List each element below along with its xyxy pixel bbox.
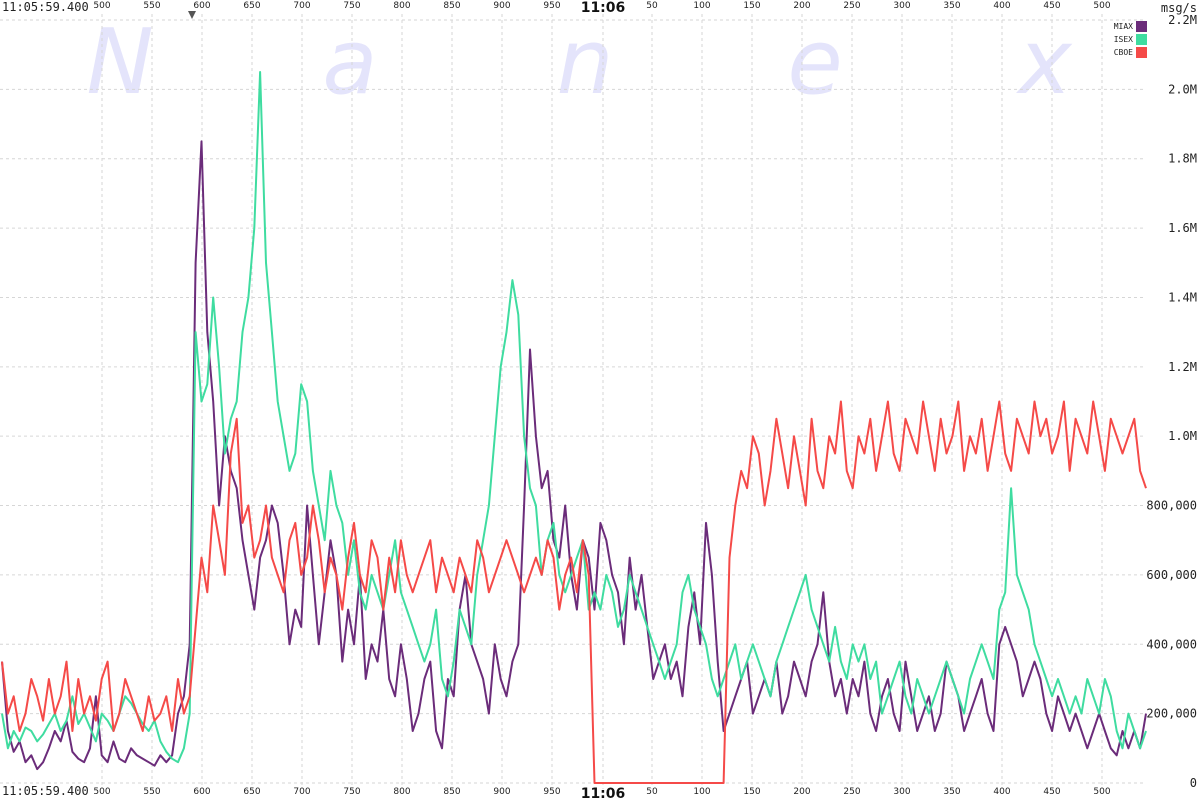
- x-tick-label-bottom: 650: [243, 787, 260, 797]
- x-tick-label-bottom: 150: [743, 787, 760, 797]
- legend-swatch: [1136, 21, 1147, 32]
- y-tick-label: 800,000: [1146, 499, 1197, 513]
- series-line-cboe: [1, 400, 1147, 784]
- x-tick-label-top: 350: [943, 1, 960, 11]
- x-tick-label-top: 450: [1043, 1, 1060, 11]
- y-tick-label: 1.2M: [1168, 360, 1197, 374]
- time-cursor-marker[interactable]: [188, 11, 196, 19]
- x-tick-label-bottom: 300: [893, 787, 910, 797]
- watermark-letter: n: [556, 10, 613, 115]
- y-tick-label: 400,000: [1146, 637, 1197, 651]
- x-tick-label-top: 750: [343, 1, 360, 11]
- x-tick-label-top: 700: [293, 1, 310, 11]
- watermark-letter: N: [86, 10, 153, 115]
- series-lines: [1, 71, 1147, 784]
- y-tick-label: 0: [1190, 776, 1197, 790]
- x-tick-label-bottom: 350: [943, 787, 960, 797]
- series-line-isex: [1, 71, 1147, 764]
- x-tick-label-top: 850: [443, 1, 460, 11]
- time-bottom-left: 11:05:59.400: [2, 784, 89, 798]
- watermark-letter: x: [1015, 10, 1073, 115]
- watermark-letter: a: [322, 10, 377, 115]
- x-tick-label-top: 250: [843, 1, 860, 11]
- series-line-miax: [1, 140, 1147, 771]
- x-tick-label-bottom: 200: [793, 787, 810, 797]
- x-tick-label-bottom: 800: [393, 787, 410, 797]
- legend-label: ISEX: [1114, 35, 1133, 44]
- y-tick-label: 2.0M: [1168, 82, 1197, 96]
- legend-swatch: [1136, 47, 1147, 58]
- x-tick-label-top: 500: [1093, 1, 1110, 11]
- y-tick-label: 600,000: [1146, 568, 1197, 582]
- x-tick-label-top: 650: [243, 1, 260, 11]
- x-tick-label-top: 300: [893, 1, 910, 11]
- axes: 0 200,000 400,000 600,000 800,000 1.0M 1.2M 1.4…: [93, 1, 1197, 797]
- x-tick-label-bottom: 250: [843, 787, 860, 797]
- x-tick-label-top: 400: [993, 1, 1010, 11]
- x-tick-label-top: 50: [646, 1, 658, 11]
- x-tick-label-bottom: 950: [543, 787, 560, 797]
- x-tick-label-bottom: 500: [1093, 787, 1110, 797]
- y-tick-label: 1.0M: [1168, 429, 1197, 443]
- unit-label: msg/s: [1161, 1, 1197, 15]
- center-time-bottom: 11:06: [581, 786, 626, 800]
- x-tick-label-bottom: 400: [993, 787, 1010, 797]
- legend: MIAX ISEX CBOE: [1114, 21, 1147, 58]
- legend-label: CBOE: [1114, 48, 1133, 57]
- x-tick-label-top: 800: [393, 1, 410, 11]
- y-tick-label: 1.6M: [1168, 221, 1197, 235]
- y-tick-label: 1.8M: [1168, 152, 1197, 166]
- x-tick-label-top: 550: [143, 1, 160, 11]
- center-time-top: 11:06: [581, 0, 626, 16]
- gridlines: [0, 14, 1146, 789]
- x-tick-label-bottom: 550: [143, 787, 160, 797]
- x-tick-label-top: 500: [93, 1, 110, 11]
- x-tick-label-bottom: 700: [293, 787, 310, 797]
- x-tick-label-top: 950: [543, 1, 560, 11]
- x-tick-label-bottom: 600: [193, 787, 210, 797]
- x-tick-label-top: 150: [743, 1, 760, 11]
- x-tick-label-top: 600: [193, 1, 210, 11]
- x-tick-label-bottom: 750: [343, 787, 360, 797]
- x-tick-label-top: 200: [793, 1, 810, 11]
- x-tick-label-top: 100: [693, 1, 710, 11]
- x-tick-label-bottom: 50: [646, 787, 658, 797]
- time-top-left: 11:05:59.400: [2, 0, 89, 14]
- y-tick-label: 2.2M: [1168, 13, 1197, 27]
- x-tick-label-bottom: 900: [493, 787, 510, 797]
- x-tick-label-bottom: 500: [93, 787, 110, 797]
- legend-label: MIAX: [1114, 22, 1133, 31]
- legend-swatch: [1136, 34, 1147, 45]
- watermark-letter: e: [787, 10, 842, 115]
- y-tick-label: 1.4M: [1168, 290, 1197, 304]
- y-tick-label: 200,000: [1146, 707, 1197, 721]
- x-tick-label-top: 900: [493, 1, 510, 11]
- x-tick-label-bottom: 450: [1043, 787, 1060, 797]
- x-tick-label-bottom: 850: [443, 787, 460, 797]
- x-tick-label-bottom: 100: [693, 787, 710, 797]
